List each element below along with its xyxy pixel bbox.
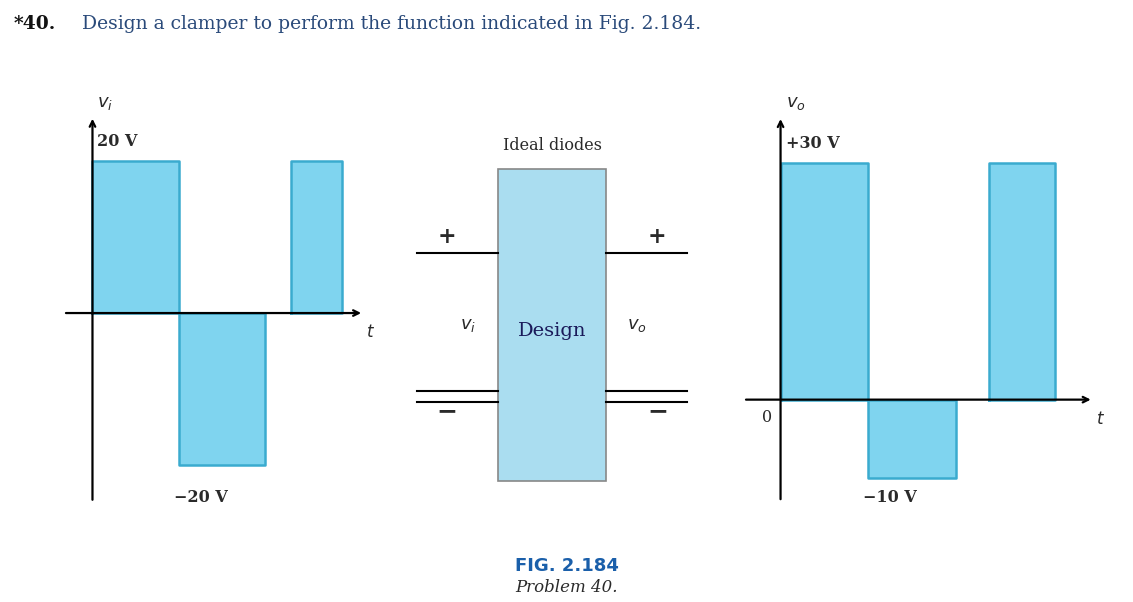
Polygon shape	[781, 164, 868, 400]
Text: FIG. 2.184: FIG. 2.184	[514, 557, 619, 575]
Bar	[499, 169, 606, 481]
Polygon shape	[179, 313, 265, 465]
Text: $t$: $t$	[366, 324, 375, 341]
Text: $v_i$: $v_i$	[460, 316, 476, 334]
Polygon shape	[291, 161, 342, 313]
Text: Ideal diodes: Ideal diodes	[503, 137, 602, 154]
Text: −: −	[647, 399, 668, 423]
Text: *40.: *40.	[14, 15, 56, 33]
Text: $v_o$: $v_o$	[786, 95, 806, 113]
Text: −10 V: −10 V	[863, 489, 917, 506]
Text: Design: Design	[518, 322, 587, 340]
Text: Problem 40.: Problem 40.	[516, 579, 617, 596]
Polygon shape	[93, 161, 179, 313]
Text: Design a clamper to perform the function indicated in Fig. 2.184.: Design a clamper to perform the function…	[70, 15, 701, 33]
Polygon shape	[868, 400, 956, 479]
Text: $v_o$: $v_o$	[627, 316, 646, 334]
Text: 0: 0	[761, 409, 772, 426]
Text: $v_i$: $v_i$	[96, 94, 113, 112]
Text: +: +	[438, 226, 457, 248]
Text: −20 V: −20 V	[174, 489, 228, 506]
Text: 20 V: 20 V	[96, 133, 137, 150]
Text: +: +	[648, 226, 666, 248]
Polygon shape	[989, 164, 1055, 400]
Text: −: −	[436, 399, 458, 423]
Text: $t$: $t$	[1096, 411, 1105, 429]
Text: +30 V: +30 V	[786, 135, 840, 152]
